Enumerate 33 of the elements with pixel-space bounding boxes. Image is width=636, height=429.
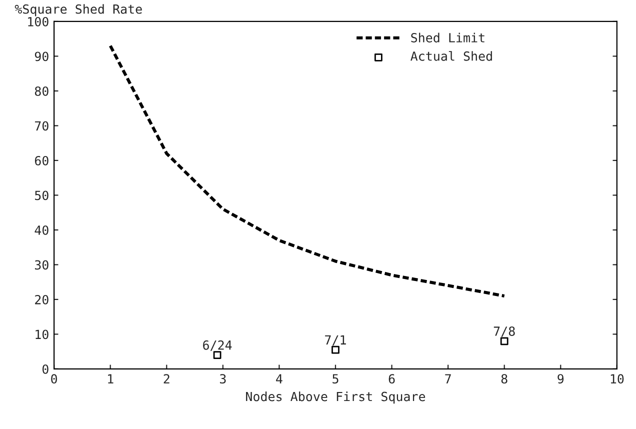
y-tick-label: 50	[35, 190, 48, 200]
y-tick-label: 20	[35, 294, 48, 304]
x-tick-label: 5	[332, 374, 338, 384]
x-tick-label: 9	[558, 374, 564, 384]
y-tick-label: 0	[42, 364, 48, 374]
x-tick-label: 10	[610, 374, 624, 384]
x-tick-label: 8	[501, 374, 508, 384]
point	[332, 346, 340, 354]
point	[500, 337, 508, 346]
y-tick-label: 90	[34, 52, 48, 62]
y-tick-label: 30	[34, 260, 48, 270]
legend-label: Actual Shed	[410, 51, 492, 61]
x-tick-label: 7	[445, 374, 451, 384]
x-tick-label: 2	[164, 374, 170, 384]
y-tick-label: 80	[34, 86, 48, 96]
y-axis-title: %Square Shed Rate	[14, 4, 142, 16]
annotation: 7/1	[325, 335, 346, 346]
x-tick-label: 6	[388, 374, 395, 384]
y-tick-label: 40	[34, 225, 48, 235]
legend-label: Shed Limit	[411, 32, 484, 42]
y-tick-label: 10	[36, 330, 48, 340]
annotation: 7/8	[494, 326, 515, 337]
x-tick-label: 1	[108, 374, 114, 384]
line-series	[108, 44, 506, 298]
x-tick-label: 4	[276, 374, 282, 384]
y-tick-label: 60	[34, 156, 48, 166]
x-axis-title: Nodes Above First Square	[246, 392, 426, 404]
x-tick-label: 3	[220, 374, 226, 384]
y-tick-label: 100	[28, 16, 48, 26]
annotation: 6/24	[203, 340, 232, 351]
point	[213, 351, 222, 359]
y-tick-label: 70	[34, 121, 48, 131]
x-tick-label: 0	[51, 374, 58, 384]
